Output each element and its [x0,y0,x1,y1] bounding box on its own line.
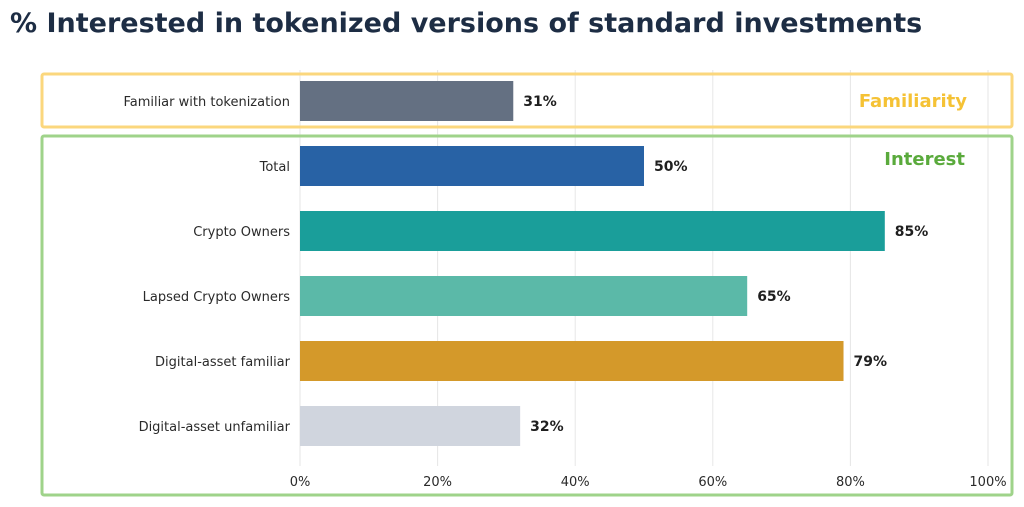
bars [300,81,885,446]
chart-title: % Interested in tokenized versions of st… [10,8,923,39]
data-label: 85% [895,224,929,240]
labels: 0% 20% 40% 60% 80% 100% Familiar with tokeniza… [123,91,1006,490]
data-label: 79% [854,354,888,370]
bar [300,406,521,446]
x-tick-label: 80% [836,475,865,490]
data-label: 31% [523,94,557,110]
bar [300,341,844,381]
bar [300,81,514,121]
category-label: Total [259,160,290,175]
bar [300,146,644,186]
x-tick-label: 100% [969,475,1006,490]
group-box [40,72,1014,129]
x-tick-label: 60% [698,475,727,490]
category-label: Digital-asset unfamiliar [139,420,291,435]
group-label: Familiarity [859,91,967,112]
x-tick-label: 40% [561,475,590,490]
data-label: 50% [654,159,688,175]
category-label: Digital-asset familiar [155,355,291,370]
group-box [40,134,1014,497]
category-label: Lapsed Crypto Owners [143,290,291,305]
bar [300,276,748,316]
category-label: Familiar with tokenization [123,95,290,110]
group-label: Interest [884,149,965,170]
x-tick-label: 0% [290,475,311,490]
bar [300,211,885,251]
category-label: Crypto Owners [193,225,290,240]
x-tick-label: 20% [423,475,452,490]
group-boxes [40,72,1014,497]
data-label: 32% [530,419,564,435]
data-label: 65% [757,289,791,305]
